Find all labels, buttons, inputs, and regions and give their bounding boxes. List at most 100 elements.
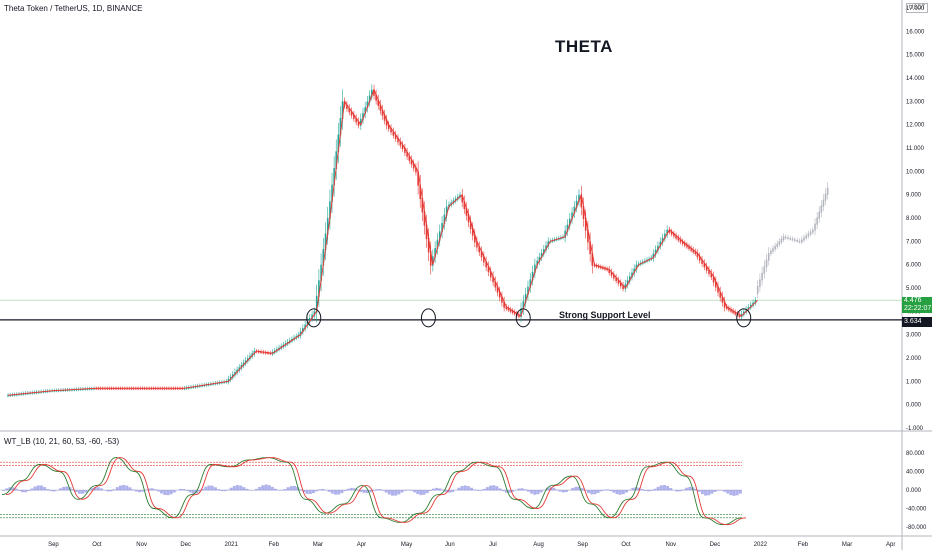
histogram-bar: [564, 490, 568, 493]
price-series-candle: [143, 388, 146, 390]
price-series-candle: [679, 239, 682, 243]
projection-series-candle: [798, 240, 801, 243]
price-series-candle: [401, 144, 404, 149]
price-series-candle: [357, 121, 360, 126]
price-series-candle: [427, 238, 430, 253]
price-series-candle: [172, 388, 175, 390]
price-tick-label: 1.000: [906, 379, 922, 385]
price-series-candle: [654, 249, 657, 255]
price-series-candle: [606, 268, 608, 271]
price-series-candle: [441, 223, 443, 233]
time-tick-label: Sep: [48, 542, 59, 548]
histogram-bar: [653, 488, 657, 491]
price-series-candle: [681, 241, 684, 244]
price-series-candle: [602, 267, 604, 269]
histogram-bar: [602, 489, 606, 491]
histogram-bar: [311, 490, 315, 494]
price-series-candle: [385, 119, 388, 126]
time-tick-label: Aug: [533, 542, 544, 548]
price-series-candle: [311, 314, 313, 319]
price-series-candle: [110, 388, 113, 390]
histogram-bar: [738, 490, 742, 494]
histogram-bar: [229, 487, 233, 491]
projection-series-candle: [822, 199, 825, 207]
projection-series-candle: [791, 238, 794, 241]
price-series-candle: [633, 268, 636, 274]
histogram-bar: [514, 489, 518, 491]
histogram-bar: [103, 489, 107, 491]
histogram-bar: [254, 488, 258, 491]
price-series-candle: [673, 233, 675, 237]
histogram-bar: [156, 490, 160, 492]
histogram-bar: [596, 490, 600, 493]
histogram-bar: [631, 487, 635, 491]
histogram-bar: [24, 490, 28, 493]
price-series-candle: [566, 224, 569, 232]
histogram-bar: [390, 490, 394, 496]
price-series-candle: [540, 253, 543, 258]
histogram-bar: [432, 488, 436, 491]
histogram-bar: [74, 490, 78, 492]
histogram-bar: [248, 490, 252, 491]
histogram-bar: [466, 486, 470, 491]
price-series-candle: [573, 206, 576, 214]
price-tick-label: 14.000: [906, 76, 925, 82]
price-series-candle: [730, 309, 732, 312]
histogram-bar: [160, 490, 164, 494]
projection-series-candle: [770, 250, 772, 254]
indicator-header[interactable]: WT_LB (10, 21, 60, 53, -60, -53): [4, 437, 120, 446]
price-series-candle: [604, 268, 606, 270]
price-series-candle: [415, 167, 417, 173]
price-series-candle: [626, 280, 629, 286]
histogram-bar: [416, 490, 420, 495]
symbol-header[interactable]: Theta Token / TetherUS, 1D, BINANCE: [4, 4, 143, 13]
price-series-candle: [584, 218, 587, 231]
time-tick-label: Apr: [357, 542, 366, 548]
histogram-bar: [397, 490, 401, 495]
price-series-candle: [738, 314, 741, 317]
indicator-tick-label: 40.000: [906, 469, 925, 475]
price-series-candle: [509, 309, 512, 312]
countdown-timer: 22:22:07: [904, 305, 932, 312]
histogram-bar: [659, 485, 663, 491]
histogram-bar: [217, 489, 221, 491]
price-series-candle: [732, 310, 734, 313]
histogram-bar: [438, 488, 442, 491]
histogram-bar: [223, 490, 227, 492]
price-series-candle: [260, 351, 262, 353]
price-series-candle: [135, 388, 137, 390]
histogram-bar: [119, 485, 123, 491]
histogram-bar: [289, 486, 293, 491]
histogram-bar: [96, 487, 100, 491]
histogram-bar: [444, 490, 448, 492]
price-series-candle: [529, 279, 532, 288]
histogram-bar: [17, 490, 21, 491]
projection-series-candle: [816, 217, 818, 225]
price-series-candle: [580, 194, 583, 208]
histogram-bar: [403, 490, 407, 491]
projection-series-candle: [818, 211, 821, 219]
histogram-bar: [599, 490, 603, 492]
histogram-bar: [463, 485, 467, 491]
price-tick-label: 3.000: [906, 333, 922, 339]
histogram-bar: [533, 490, 537, 495]
indicator-tick-label: -40.000: [906, 507, 927, 513]
price-series-candle: [531, 272, 534, 281]
currency-badge[interactable]: USDT: [906, 3, 929, 13]
histogram-bar: [90, 488, 94, 491]
histogram-bar: [239, 485, 243, 491]
histogram-bar: [593, 490, 597, 495]
price-series-candle: [318, 280, 320, 297]
histogram-bar: [479, 490, 483, 491]
histogram-bar: [441, 489, 445, 491]
price-series-candle: [670, 231, 673, 235]
price-series-candle: [622, 285, 624, 289]
histogram-bar: [292, 485, 296, 491]
price-series-candle: [322, 249, 325, 266]
time-tick-label: Jul: [489, 542, 497, 548]
histogram-bar: [675, 490, 679, 492]
histogram-bar: [561, 490, 565, 493]
price-series-candle: [715, 281, 717, 288]
